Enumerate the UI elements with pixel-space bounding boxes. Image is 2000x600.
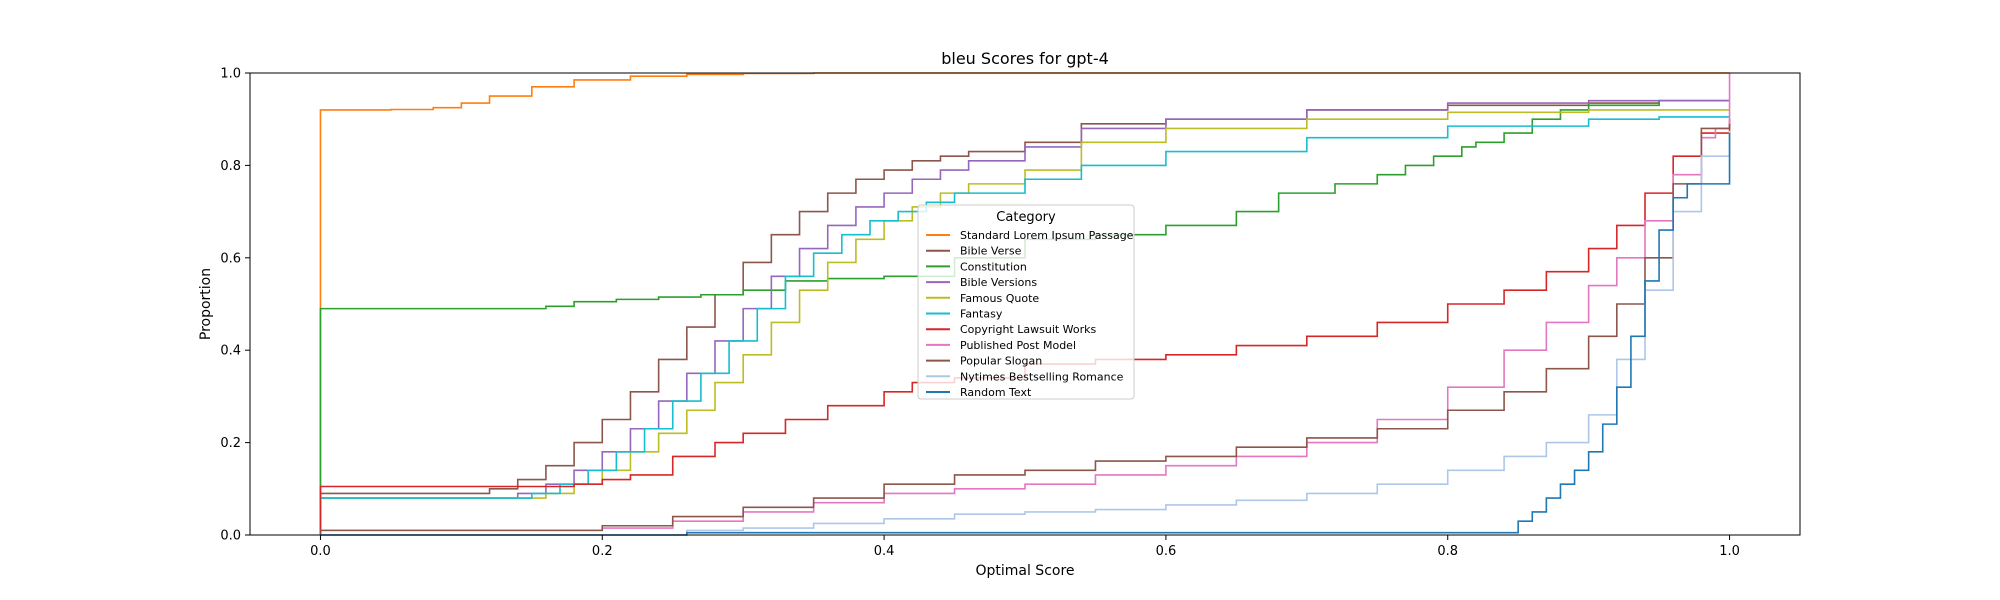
x-axis-label: Optimal Score — [975, 563, 1074, 579]
x-tick-label: 0.4 — [874, 544, 895, 559]
x-axis: 0.0 0.2 0.4 0.6 0.8 1.0 — [310, 535, 1740, 559]
legend-label: Famous Quote — [960, 292, 1039, 305]
x-tick-label: 0.6 — [1156, 544, 1177, 559]
legend-items: Standard Lorem Ipsum Passage Bible Verse C… — [926, 229, 1134, 399]
series-line — [319, 123, 1731, 535]
series-line — [319, 99, 1730, 535]
legend-label: Popular Slogan — [960, 355, 1042, 368]
legend-label: Random Text — [960, 386, 1032, 399]
legend-label: Bible Versions — [960, 276, 1037, 289]
y-tick-label: 0.4 — [220, 344, 241, 359]
legend-frame — [917, 204, 1135, 400]
x-tick-label: 1.0 — [1719, 544, 1740, 559]
legend-title: Category — [996, 210, 1056, 225]
legend-label: Nytimes Bestselling Romance — [960, 370, 1124, 383]
y-tick-label: 1.0 — [220, 67, 241, 82]
y-tick-label: 0.8 — [220, 159, 241, 174]
x-tick-label: 0.8 — [1437, 544, 1458, 559]
series-line — [320, 130, 1731, 536]
y-tick-label: 0.6 — [220, 251, 241, 266]
x-tick-label: 0.0 — [310, 544, 331, 559]
y-tick-label: 0.0 — [220, 529, 241, 544]
plot-frame — [249, 72, 1801, 536]
legend-label: Published Post Model — [960, 339, 1076, 352]
series-layer — [319, 72, 1731, 536]
y-axis: 0.0 0.2 0.4 0.6 0.8 1.0 — [220, 67, 250, 544]
x-tick-label: 0.2 — [592, 544, 613, 559]
legend-label: Standard Lorem Ipsum Passage — [960, 229, 1134, 242]
series-line — [319, 99, 1730, 535]
series-line — [319, 116, 1730, 535]
legend-label: Fantasy — [960, 308, 1003, 321]
y-axis-label: Proportion — [198, 268, 214, 340]
legend-label: Constitution — [960, 260, 1027, 273]
y-tick-label: 0.2 — [220, 436, 241, 451]
series-line — [320, 133, 1731, 536]
legend-label: Bible Verse — [960, 245, 1022, 258]
chart-title: bleu Scores for gpt-4 — [941, 49, 1109, 68]
legend: Category Standard Lorem Ipsum Passage Bib… — [917, 204, 1135, 400]
legend-label: Copyright Lawsuit Works — [960, 323, 1097, 336]
